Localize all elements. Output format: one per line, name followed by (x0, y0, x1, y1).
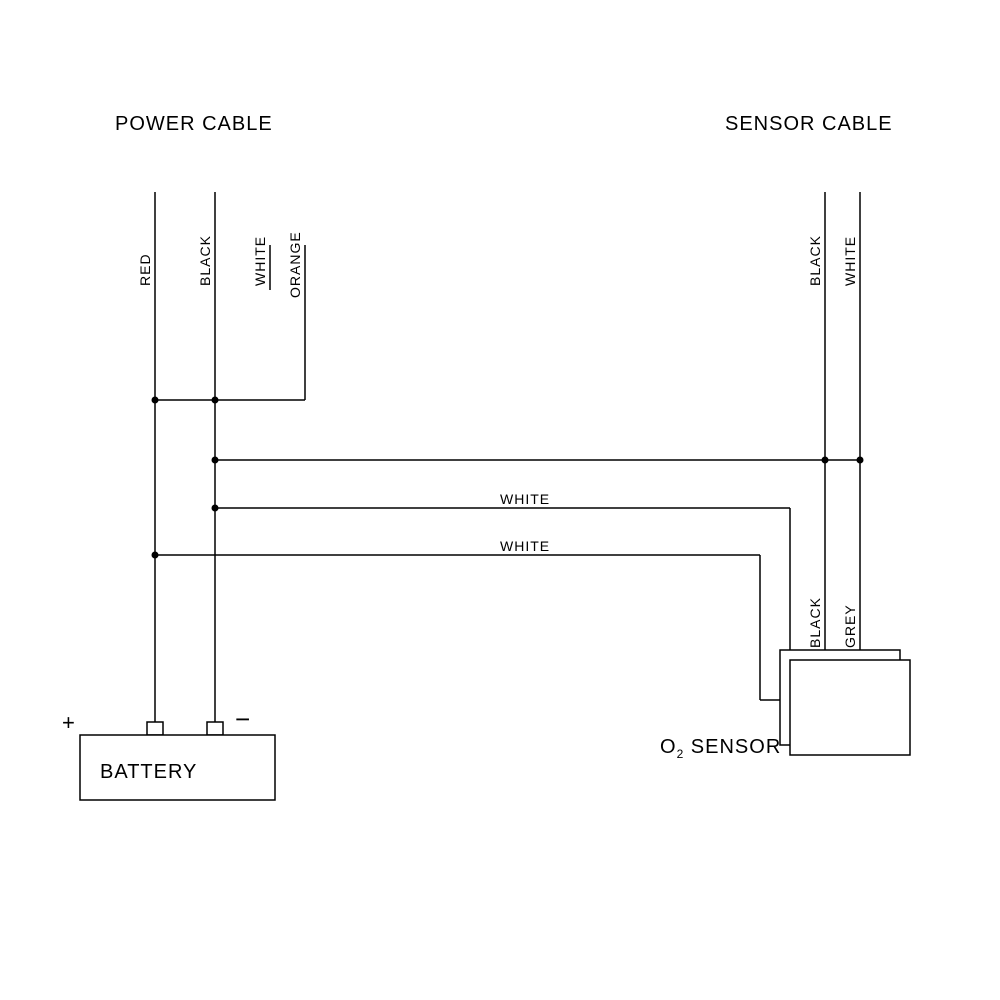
label-mid-white1: WHITE (500, 491, 550, 507)
junction (857, 457, 864, 464)
label-power-white: WHITE (252, 236, 268, 286)
label-power-red: RED (137, 253, 153, 286)
battery: BATTERY + − (62, 704, 275, 800)
label-mid-white2: WHITE (500, 538, 550, 554)
label-power-black: BLACK (197, 235, 213, 286)
junction (152, 552, 159, 559)
o2-sensor: O2 SENSOR (660, 650, 910, 761)
wiring-diagram: POWER CABLE SENSOR CABLE RED BLACK WHITE… (0, 0, 1000, 1000)
power-cable-title: POWER CABLE (115, 113, 273, 135)
battery-plus: + (62, 710, 75, 735)
label-sensor-bot-black: BLACK (807, 597, 823, 648)
label-power-orange: ORANGE (287, 231, 303, 298)
junction (212, 397, 219, 404)
junction (212, 505, 219, 512)
label-sensor-top-white: WHITE (842, 236, 858, 286)
battery-label: BATTERY (100, 761, 197, 783)
label-sensor-bot-grey: GREY (842, 604, 858, 648)
junction (212, 457, 219, 464)
label-sensor-top-black: BLACK (807, 235, 823, 286)
o2-sensor-label: O2 SENSOR (660, 736, 781, 761)
junction (822, 457, 829, 464)
sensor-cable-title: SENSOR CABLE (725, 113, 893, 135)
battery-minus: − (235, 704, 250, 734)
junction (152, 397, 159, 404)
